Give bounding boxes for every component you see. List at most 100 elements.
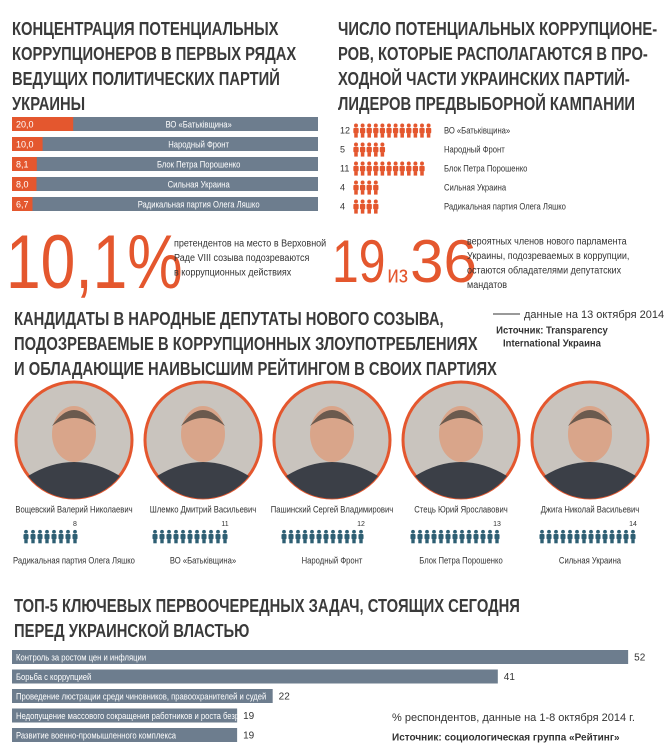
figure-head: [387, 123, 391, 128]
pictogram: [353, 123, 432, 138]
figure-head: [413, 123, 418, 128]
figure-body: [344, 534, 350, 540]
rank-pictogram: [23, 529, 78, 544]
figure-legs: [31, 539, 35, 544]
figure-body: [373, 184, 379, 191]
figure-legs: [367, 152, 371, 157]
chart-title: ЛИДЕРОВ ПРЕДВЫБОРНОЙ КАМПАНИИ: [338, 93, 635, 114]
figure-legs: [380, 171, 385, 176]
value-label: 8,0: [16, 179, 29, 189]
figure-legs: [160, 539, 164, 544]
figure-body: [452, 534, 458, 540]
figure-head: [195, 529, 199, 534]
figure-head: [631, 529, 635, 534]
figure-legs: [354, 152, 358, 157]
value-label: 19: [243, 711, 255, 722]
bar-track: [12, 197, 318, 211]
candidate-party: Сильная Украина: [559, 555, 621, 565]
figure-legs: [589, 539, 593, 544]
figure-legs: [387, 171, 391, 176]
figure-body: [23, 534, 29, 540]
figure-body: [595, 534, 601, 540]
figure-head: [66, 529, 70, 534]
figure-head: [202, 529, 206, 534]
bar: [12, 197, 33, 211]
figure-legs: [400, 133, 404, 138]
figure-head: [373, 180, 378, 185]
figure-head: [181, 529, 185, 534]
figure-head: [603, 529, 607, 534]
source: International Украина: [503, 339, 601, 350]
figure-body: [560, 534, 566, 540]
figure-body: [222, 534, 228, 540]
figure-body: [466, 534, 472, 540]
figure-legs: [354, 209, 358, 214]
bar: [12, 708, 238, 723]
figure-body: [373, 127, 379, 134]
figure-body: [173, 534, 179, 540]
figure-head: [411, 529, 415, 534]
figure-head: [303, 529, 307, 534]
figure-body: [623, 534, 629, 540]
figure-body: [359, 203, 366, 210]
figure-head: [367, 199, 372, 204]
category-label: Борьба с коррупцией: [16, 672, 91, 682]
figure-head: [373, 142, 378, 147]
bar: [12, 157, 37, 171]
candidate-party: Блок Петра Порошенко: [419, 555, 502, 565]
rank-label: 14: [629, 521, 637, 528]
figure-legs: [387, 133, 391, 138]
figure-body: [208, 534, 214, 540]
figure-legs: [426, 133, 431, 138]
figure-head: [167, 529, 171, 534]
figure-body: [424, 534, 430, 540]
candidate-name: Пашинский Сергей Владимирович: [271, 504, 394, 514]
portrait: [143, 380, 263, 500]
figure-body: [480, 534, 486, 540]
stat-text: вероятных членов нового парламента: [467, 237, 627, 248]
figure-head: [354, 123, 358, 128]
bar: [12, 689, 273, 703]
figure-legs: [360, 152, 365, 157]
stat-total: 36: [410, 228, 477, 295]
candidate-party: Народный Фронт: [302, 555, 363, 565]
figure-head: [582, 529, 586, 534]
figure-body: [406, 165, 412, 172]
chart-title: КОРРУПЦИОНЕРОВ В ПЕРВЫХ РЯДАХ: [12, 44, 296, 64]
figure-head: [38, 529, 42, 534]
category-label: Народный Фронт: [444, 144, 505, 154]
category-label: Сильная Украина: [168, 179, 230, 189]
figure-body: [366, 165, 372, 172]
figure-head: [413, 161, 418, 166]
figure-body: [379, 127, 386, 134]
figure-legs: [439, 539, 443, 544]
chart-title: РОВ, КОТОРЫЕ РАСПОЛАГАЮТСЯ В ПРО-: [338, 44, 648, 64]
rank-pictogram: [539, 529, 636, 544]
category-label: Блок Петра Порошенко: [157, 159, 240, 169]
figure-head: [568, 529, 572, 534]
figure-legs: [223, 539, 227, 544]
figure-legs: [360, 171, 365, 176]
value-label: 19: [243, 731, 255, 742]
figure-body: [359, 146, 366, 153]
figure-legs: [303, 539, 307, 544]
figure-legs: [360, 190, 365, 195]
figure-legs: [547, 539, 551, 544]
figure-body: [201, 534, 207, 540]
figure-body: [419, 127, 425, 134]
figure-head: [360, 199, 365, 204]
chart-title: ЧИСЛО ПОТЕНЦИАЛЬНЫХ КОРРУПЦИОНЕ-: [338, 19, 657, 39]
figure-head: [317, 529, 321, 534]
figure-body: [553, 534, 559, 540]
figure-legs: [360, 133, 365, 138]
figure-legs: [568, 539, 572, 544]
figure-body: [546, 534, 552, 540]
figure-head: [446, 529, 450, 534]
figure-body: [399, 165, 405, 172]
figure-legs: [338, 539, 342, 544]
figure-head: [367, 123, 372, 128]
figure-legs: [575, 539, 579, 544]
figure-head: [209, 529, 213, 534]
rank-pictogram: [410, 529, 500, 544]
candidate-party: ВО «Батьківщина»: [170, 555, 236, 565]
